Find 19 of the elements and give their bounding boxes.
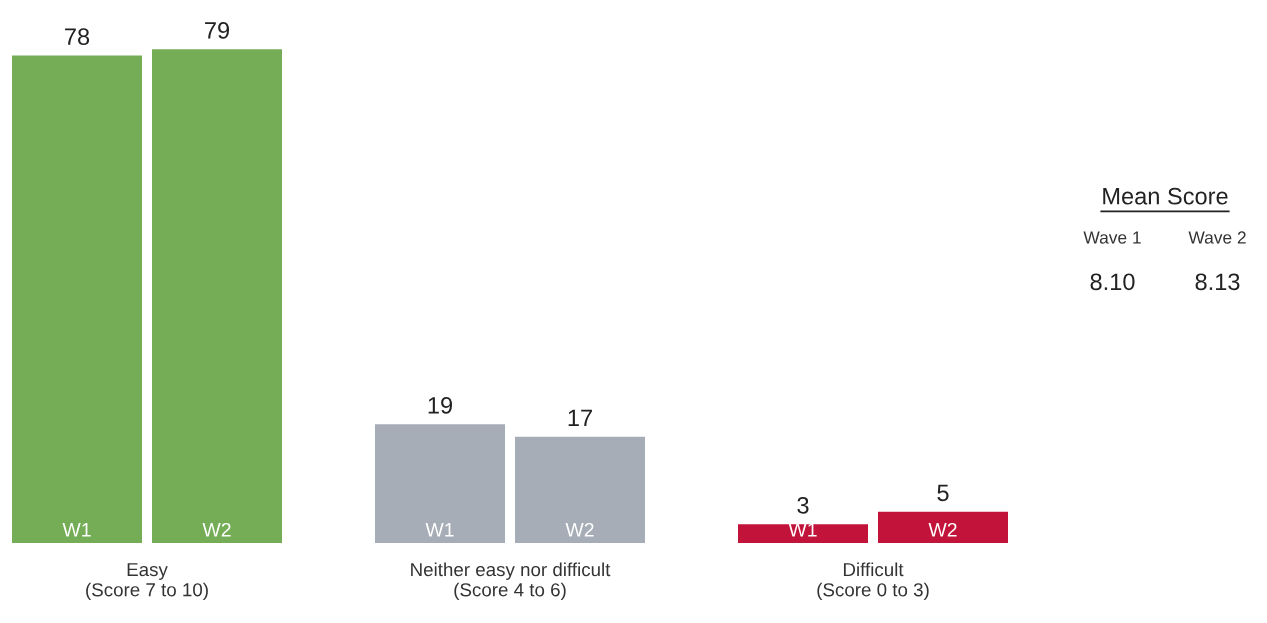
x-tick-label: Difficult (Score 0 to 3) bbox=[817, 562, 929, 601]
x-tick-label: Neither easy nor difficult (Score 4 to 6) bbox=[411, 562, 611, 601]
category-label: Wave 1 bbox=[1083, 231, 1141, 244]
text: W2 bbox=[565, 522, 594, 537]
text: Mean Score bbox=[1103, 187, 1228, 205]
data-label: 79 bbox=[205, 22, 230, 39]
text: 8.13 bbox=[1195, 273, 1240, 291]
series-label: W2 bbox=[202, 522, 231, 537]
category-label: Wave 2 bbox=[1188, 231, 1246, 244]
data-label: 17 bbox=[568, 409, 592, 426]
data-label: 78 bbox=[65, 28, 90, 46]
data-label: 3 bbox=[797, 496, 809, 514]
data-label: 19 bbox=[428, 396, 453, 414]
text: 8.10 bbox=[1090, 273, 1135, 291]
x-tick-label: Easy (Score 7 to 10) bbox=[86, 563, 208, 601]
text: W1 bbox=[425, 523, 454, 537]
text: W2 bbox=[928, 522, 957, 537]
data-label: 5 bbox=[937, 484, 949, 502]
text: W1 bbox=[62, 523, 91, 537]
